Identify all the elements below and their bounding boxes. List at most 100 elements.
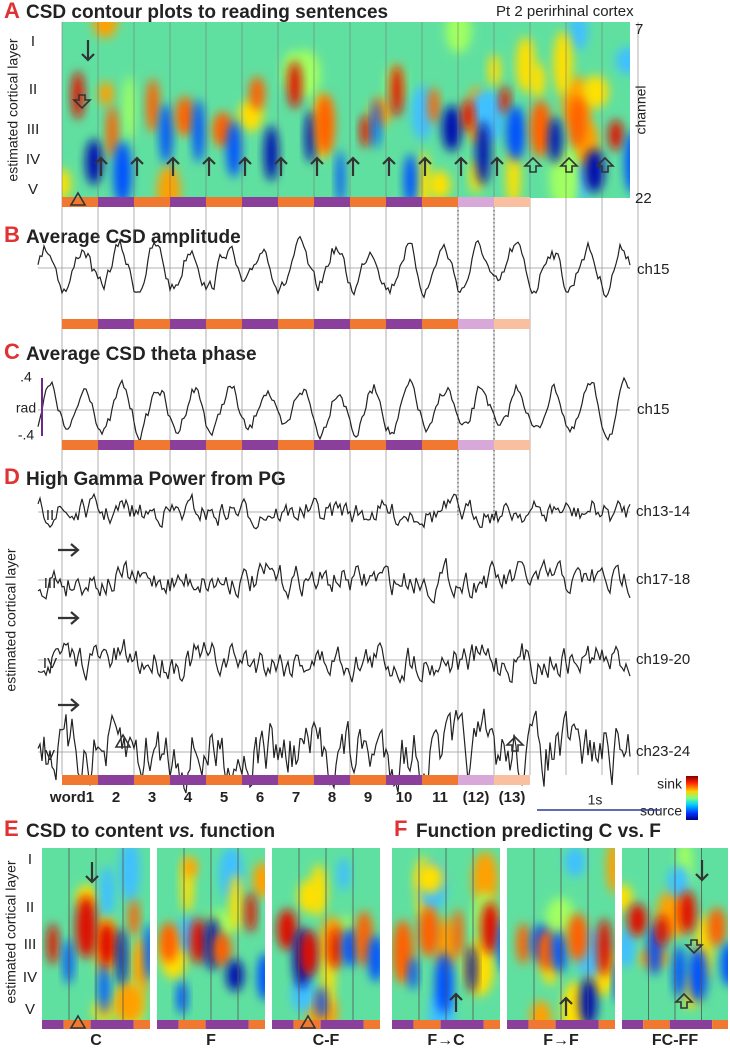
heatmap bbox=[157, 848, 265, 1020]
arrow bbox=[238, 156, 252, 176]
arrow bbox=[595, 156, 615, 173]
layer-label: II bbox=[26, 899, 34, 916]
triangle bbox=[69, 191, 87, 206]
y-label: rad bbox=[16, 400, 36, 416]
arrow bbox=[674, 992, 694, 1009]
heat-blob bbox=[47, 923, 59, 965]
trace bbox=[37, 558, 631, 604]
heat-blob bbox=[249, 76, 265, 111]
channel-label: ch17-18 bbox=[636, 571, 690, 588]
word-bar bbox=[422, 197, 458, 207]
word-bar bbox=[278, 197, 314, 207]
layer-label: IV bbox=[26, 151, 40, 168]
heat-blob bbox=[159, 103, 173, 164]
heat-blob bbox=[622, 884, 633, 912]
heat-blob bbox=[608, 119, 624, 151]
plot-label: F bbox=[206, 1032, 216, 1049]
channel-label: ch19-20 bbox=[636, 651, 690, 668]
heat-blob bbox=[63, 938, 74, 985]
heat-blob bbox=[500, 86, 511, 115]
heat-blob bbox=[614, 970, 615, 994]
heat-blob bbox=[506, 105, 526, 162]
heat-blob bbox=[403, 153, 417, 198]
heat-blob bbox=[257, 953, 265, 1001]
panel-subtitle: Pt 2 perirhinal cortex bbox=[496, 3, 634, 20]
word-bar bbox=[350, 319, 386, 329]
heatmap bbox=[392, 848, 500, 1020]
word-bar bbox=[242, 440, 278, 450]
heat-blob bbox=[445, 22, 472, 54]
word-bar bbox=[242, 319, 278, 329]
heat-blob bbox=[123, 75, 136, 141]
trace bbox=[37, 639, 631, 685]
heat-blob bbox=[481, 901, 500, 955]
triangle bbox=[299, 1014, 317, 1029]
heat-blob bbox=[192, 99, 205, 163]
heat-blob bbox=[93, 22, 118, 39]
heat-blob bbox=[212, 932, 232, 967]
arrow bbox=[72, 94, 92, 110]
channel-label: ch23-24 bbox=[636, 743, 690, 760]
word-bar bbox=[669, 1020, 713, 1029]
heat-blob bbox=[529, 100, 552, 158]
heat-blob bbox=[476, 121, 490, 185]
plot-label: F→C bbox=[427, 1032, 465, 1049]
heat-blob bbox=[106, 105, 118, 159]
heat-blob bbox=[597, 918, 612, 976]
word-bar bbox=[314, 440, 350, 450]
word-bar bbox=[494, 440, 530, 450]
word-bar bbox=[320, 1020, 364, 1029]
word-bar bbox=[494, 775, 530, 785]
heat-blob bbox=[337, 857, 351, 891]
heat-blob bbox=[567, 913, 589, 962]
heat-blob bbox=[183, 857, 198, 878]
heat-blob bbox=[287, 61, 302, 109]
heat-blob bbox=[720, 942, 728, 986]
word-bar bbox=[440, 1020, 484, 1029]
colorbar-bottom: source bbox=[640, 803, 682, 819]
word-bar bbox=[98, 197, 134, 207]
word-bar bbox=[98, 319, 134, 329]
heatmap bbox=[272, 848, 380, 1020]
word-label: 3 bbox=[148, 789, 156, 806]
heat-blob bbox=[116, 927, 127, 986]
panel-letter: D bbox=[4, 464, 20, 489]
word-bar bbox=[458, 319, 494, 329]
y-label: -.4 bbox=[18, 427, 35, 443]
arrow bbox=[559, 996, 573, 1016]
word-bar bbox=[386, 197, 422, 207]
heat-blob bbox=[564, 848, 586, 877]
word-label: 10 bbox=[396, 789, 413, 806]
heat-blob bbox=[329, 927, 342, 970]
arrow bbox=[81, 40, 95, 62]
heat-blob bbox=[408, 957, 419, 991]
axis-label: channel bbox=[633, 85, 649, 134]
word-label: 11 bbox=[432, 789, 448, 806]
trace bbox=[37, 492, 631, 530]
word-bar bbox=[494, 319, 530, 329]
heat-blob bbox=[418, 906, 440, 957]
heat-blob bbox=[277, 909, 298, 951]
heat-blob bbox=[252, 862, 265, 898]
heat-blob bbox=[627, 903, 648, 937]
heat-blob bbox=[672, 945, 686, 998]
heat-blob bbox=[176, 980, 188, 1015]
heat-blob bbox=[654, 915, 669, 947]
panel-letter: F bbox=[394, 816, 407, 841]
heat-blob bbox=[336, 150, 345, 198]
heat-blob bbox=[551, 930, 567, 974]
arrow bbox=[559, 156, 579, 173]
heat-blob bbox=[175, 96, 195, 137]
heat-blob bbox=[245, 892, 257, 933]
arrow bbox=[346, 156, 360, 176]
arrow bbox=[684, 939, 704, 955]
word-bar bbox=[62, 197, 98, 207]
word-bar bbox=[170, 775, 206, 785]
word-bar bbox=[272, 1020, 294, 1029]
heat-blob bbox=[553, 31, 573, 96]
word-bar bbox=[170, 319, 206, 329]
word-bar bbox=[278, 775, 314, 785]
heat-blob bbox=[75, 895, 97, 959]
arrow bbox=[382, 156, 396, 176]
word-label: word1 bbox=[49, 789, 94, 806]
